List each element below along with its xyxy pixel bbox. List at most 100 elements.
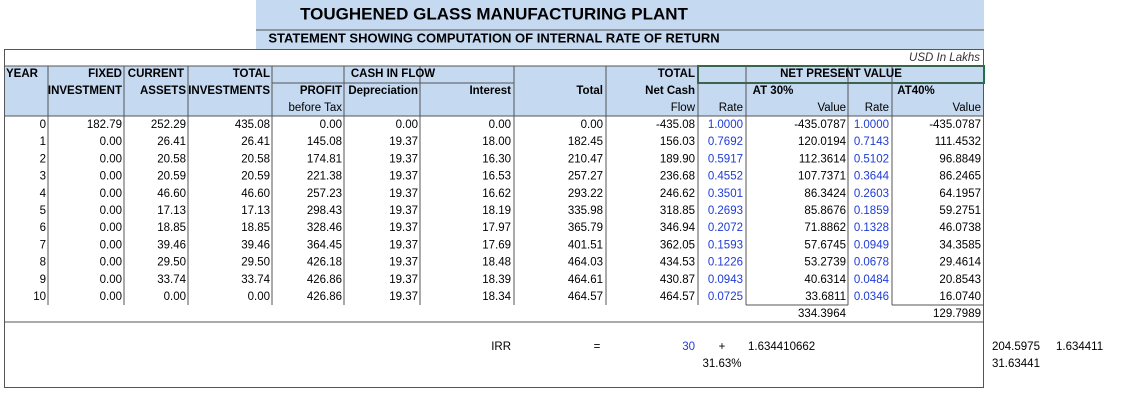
column-header: Rate xyxy=(865,102,889,114)
cell: 18.00 xyxy=(482,136,511,148)
cell: 19.37 xyxy=(389,188,418,200)
column-header: Total xyxy=(576,85,603,97)
cell: 1.0000 xyxy=(854,119,889,131)
cell: 3 xyxy=(40,171,46,183)
cell: 0.3501 xyxy=(708,188,743,200)
column-header: ASSETS xyxy=(140,85,186,97)
cell: 257.27 xyxy=(568,171,603,183)
npv-total: 334.3964 xyxy=(798,308,847,320)
cell: 18.19 xyxy=(482,205,511,217)
npv-total: 129.7989 xyxy=(933,308,981,320)
cell: 401.51 xyxy=(568,239,603,251)
column-header: NET PRESENT VALUE xyxy=(780,68,902,80)
cell: 18.48 xyxy=(482,257,511,269)
cell: 26.41 xyxy=(157,136,186,148)
cell: 120.0194 xyxy=(798,136,847,148)
column-header: Interest xyxy=(469,85,511,97)
cell: 0.0725 xyxy=(708,291,743,303)
cell: 17.97 xyxy=(482,222,511,234)
cell: 18.85 xyxy=(157,222,186,234)
cell: 33.74 xyxy=(157,274,186,286)
cell: 0.5917 xyxy=(708,153,743,165)
cell: 86.2465 xyxy=(939,171,981,183)
cell: 182.45 xyxy=(568,136,603,148)
cell: 71.8862 xyxy=(804,222,846,234)
cell: -435.08 xyxy=(656,119,695,131)
cell: 7 xyxy=(40,239,46,251)
cell: 39.46 xyxy=(157,239,186,251)
cell: 6 xyxy=(40,222,46,234)
cell: 1.0000 xyxy=(708,119,743,131)
cell: 20.59 xyxy=(157,171,186,183)
cell: 2 xyxy=(40,153,46,165)
title: TOUGHENED GLASS MANUFACTURING PLANT xyxy=(300,4,688,23)
cell: 34.3585 xyxy=(939,239,981,251)
cell: 17.13 xyxy=(157,205,186,217)
cell: 39.46 xyxy=(241,239,270,251)
irr-fraction: 1.634410662 xyxy=(748,341,815,353)
cell: 53.2739 xyxy=(804,257,846,269)
column-header: PROFIT xyxy=(300,85,342,97)
cell: 0.7143 xyxy=(854,136,889,148)
cell: 17.13 xyxy=(241,205,270,217)
irr-base: 30 xyxy=(682,341,695,353)
cell: 20.58 xyxy=(157,153,186,165)
cell: 0.1226 xyxy=(708,257,743,269)
cell: 0.0943 xyxy=(708,274,743,286)
cell: 20.58 xyxy=(241,153,270,165)
cell: 17.69 xyxy=(482,239,511,251)
cell: 19.37 xyxy=(389,136,418,148)
irr-plus: + xyxy=(719,341,726,353)
cell: 8 xyxy=(40,257,46,269)
cell: 434.53 xyxy=(660,257,695,269)
cell: 365.79 xyxy=(568,222,603,234)
cell: 19.37 xyxy=(389,239,418,251)
column-header: Flow xyxy=(671,102,696,114)
cell: 0.00 xyxy=(100,239,122,251)
cell: 426.86 xyxy=(307,291,342,303)
side-value: 31.63441 xyxy=(992,358,1040,370)
cell: 246.62 xyxy=(660,188,695,200)
cell: 46.60 xyxy=(241,188,270,200)
cell: 189.90 xyxy=(660,153,695,165)
unit: USD In Lakhs xyxy=(909,52,980,64)
cell: 464.57 xyxy=(568,291,603,303)
cell: 0.00 xyxy=(100,291,122,303)
cell: 0.1328 xyxy=(854,222,889,234)
cell: 362.05 xyxy=(660,239,695,251)
cell: 0.0949 xyxy=(854,239,889,251)
cell: 0.00 xyxy=(489,119,511,131)
cell: 0.00 xyxy=(248,291,270,303)
cell: 435.08 xyxy=(235,119,270,131)
cell: 298.43 xyxy=(307,205,342,217)
cell: 464.61 xyxy=(568,274,603,286)
cell: 9 xyxy=(40,274,46,286)
cell: 33.6811 xyxy=(805,291,846,303)
irr-result: 31.63% xyxy=(702,358,741,370)
column-header: YEAR xyxy=(6,68,39,80)
cell: 19.37 xyxy=(389,291,418,303)
cell: 0.00 xyxy=(164,291,186,303)
column-header: Value xyxy=(952,102,981,114)
cell: 107.7371 xyxy=(798,171,846,183)
cell: 182.79 xyxy=(87,119,122,131)
cell: 0.2072 xyxy=(708,222,743,234)
column-header: Depreciation xyxy=(348,85,418,97)
cell: 19.37 xyxy=(389,257,418,269)
cell: 40.6314 xyxy=(804,274,846,286)
cell: 430.87 xyxy=(660,274,695,286)
cell: 4 xyxy=(40,188,47,200)
cell: 19.37 xyxy=(389,153,418,165)
cell: 328.46 xyxy=(307,222,342,234)
cell: 16.53 xyxy=(482,171,511,183)
cell: 57.6745 xyxy=(804,239,846,251)
cell: 19.37 xyxy=(389,205,418,217)
cell: 0.1593 xyxy=(708,239,743,251)
cell: 346.94 xyxy=(660,222,696,234)
cell: 0.3644 xyxy=(854,171,890,183)
cell: 86.3424 xyxy=(804,188,846,200)
cell: 0.0346 xyxy=(854,291,889,303)
cell: 0.0484 xyxy=(854,274,890,286)
cell: 20.8543 xyxy=(939,274,981,286)
cell: -435.0787 xyxy=(794,119,846,131)
